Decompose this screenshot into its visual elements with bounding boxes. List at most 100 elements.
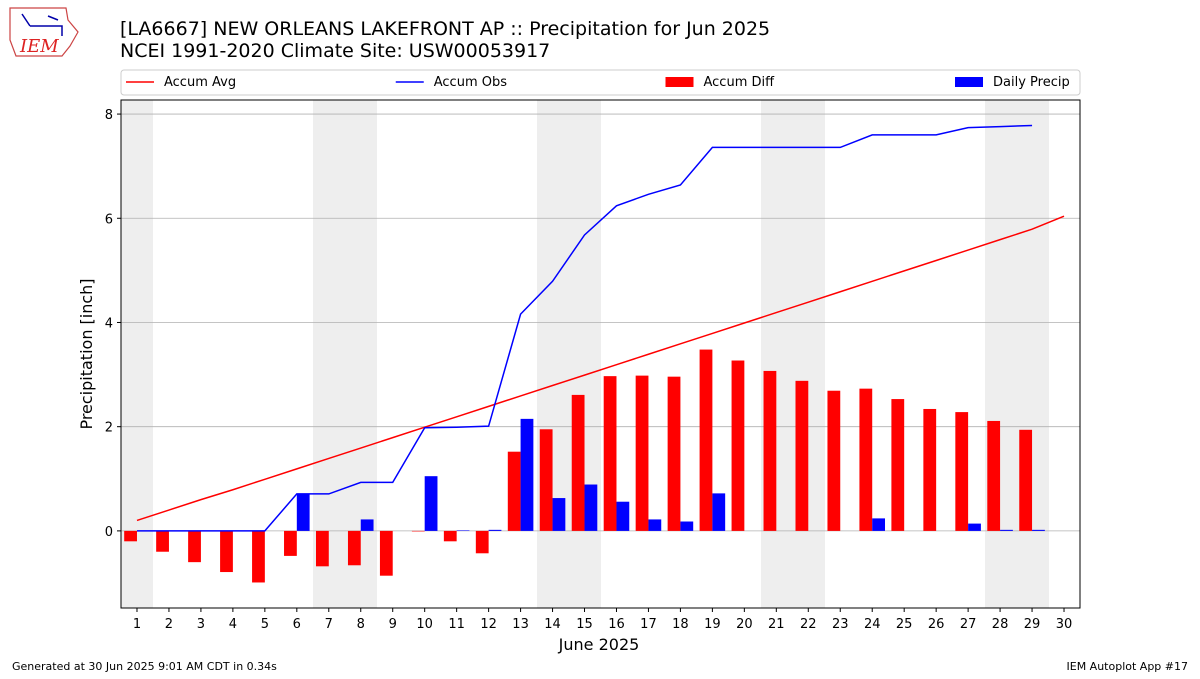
bar [188, 530, 201, 563]
line [136, 124, 1033, 532]
bar [872, 518, 886, 531]
x-tick-label: 26 [928, 617, 945, 632]
bar [635, 375, 649, 531]
bar [411, 530, 425, 532]
bar [955, 412, 969, 531]
x-tick-label: 20 [736, 617, 753, 632]
weekend-band [121, 100, 153, 608]
y-tick-label: 4 [105, 316, 113, 331]
x-axis-label: June 2025 [558, 635, 640, 654]
plot-frame [120, 99, 1081, 609]
x-tick-label: 5 [261, 617, 269, 632]
x-tick-label: 30 [1056, 617, 1073, 632]
bar [347, 530, 361, 566]
x-tick-label: 18 [672, 617, 689, 632]
bar [552, 498, 566, 531]
bar [1000, 529, 1013, 531]
x-tick-label: 15 [576, 617, 593, 632]
bar [475, 530, 489, 554]
logo: IEM [9, 7, 79, 57]
x-tick-label: 22 [800, 617, 817, 632]
bar [252, 530, 265, 583]
bar [616, 501, 630, 531]
bar [488, 529, 502, 531]
x-tick-label: 12 [480, 617, 497, 632]
logo-lines [21, 13, 63, 36]
x-tick-label: 27 [960, 617, 977, 632]
x-tick-label: 16 [608, 617, 625, 632]
x-tick-label: 9 [389, 617, 397, 632]
x-tick-label: 24 [864, 617, 881, 632]
footer-right: IEM Autoplot App #17 [1067, 660, 1189, 673]
bar [360, 519, 374, 531]
bar [1032, 529, 1045, 531]
chart-subtitle: NCEI 1991-2020 Climate Site: USW00053917 [120, 40, 550, 62]
legend-swatch [955, 77, 983, 87]
bar [923, 408, 937, 531]
bar [763, 370, 777, 531]
x-tick-label: 17 [640, 617, 657, 632]
bar [456, 530, 470, 531]
x-tick-label: 2 [165, 617, 173, 632]
x-tick-label: 19 [704, 617, 721, 632]
x-tick-label: 1 [133, 617, 141, 632]
legend-items: Accum Avg Accum Obs Accum Diff Daily Precip [126, 75, 1070, 90]
x-tick-label: 28 [992, 617, 1009, 632]
x-tick-label: 10 [416, 617, 433, 632]
legend-label: Daily Precip [993, 75, 1070, 90]
bar [827, 390, 841, 531]
logo-text: IEM [19, 36, 59, 57]
bar [124, 530, 137, 542]
bar [379, 530, 393, 576]
y-axis-label: Precipitation [inch] [77, 278, 96, 429]
bar [571, 394, 585, 531]
x-tick-label: 11 [448, 617, 465, 632]
x-tick-label: 8 [357, 617, 365, 632]
legend-label: Accum Obs [434, 75, 507, 90]
x-tick-label: 7 [325, 617, 333, 632]
x-tick-label: 6 [293, 617, 301, 632]
legend-label: Accum Diff [704, 75, 776, 90]
bar [296, 493, 310, 531]
bar [220, 530, 233, 573]
bar [520, 418, 534, 531]
legend [120, 69, 1081, 96]
bar [859, 388, 873, 531]
x-tick-label: 21 [768, 617, 785, 632]
bar [1019, 429, 1033, 531]
weekend-band [761, 100, 825, 608]
legend-swatch [665, 77, 694, 87]
bar [507, 451, 521, 531]
bar [648, 519, 662, 531]
bar [443, 530, 457, 542]
x-tick-label: 14 [544, 617, 561, 632]
bar [680, 521, 694, 531]
bar [795, 380, 809, 531]
chart-title: [LA6667] NEW ORLEANS LAKEFRONT AP :: Pre… [120, 18, 770, 40]
x-tick-label: 13 [512, 617, 529, 632]
bar [315, 530, 329, 567]
y-tick-label: 6 [105, 212, 113, 227]
bar [891, 399, 905, 531]
grid [121, 113, 1080, 532]
bar [968, 523, 981, 531]
bar [539, 429, 553, 531]
footer-left: Generated at 30 Jun 2025 9:01 AM CDT in … [12, 660, 277, 673]
bar [731, 360, 745, 531]
bar [987, 420, 1001, 531]
y-tick-label: 0 [105, 525, 113, 540]
legend-label: Accum Avg [164, 75, 236, 90]
line [136, 215, 1065, 522]
bar [712, 493, 726, 531]
y-tick-label: 8 [105, 108, 113, 123]
bar [424, 476, 438, 531]
bar [603, 376, 617, 531]
x-tick-label: 23 [832, 617, 849, 632]
bar [584, 484, 598, 531]
bar [156, 530, 169, 552]
x-tick-label: 29 [1024, 617, 1041, 632]
bar [667, 376, 681, 531]
marks [124, 124, 1065, 583]
